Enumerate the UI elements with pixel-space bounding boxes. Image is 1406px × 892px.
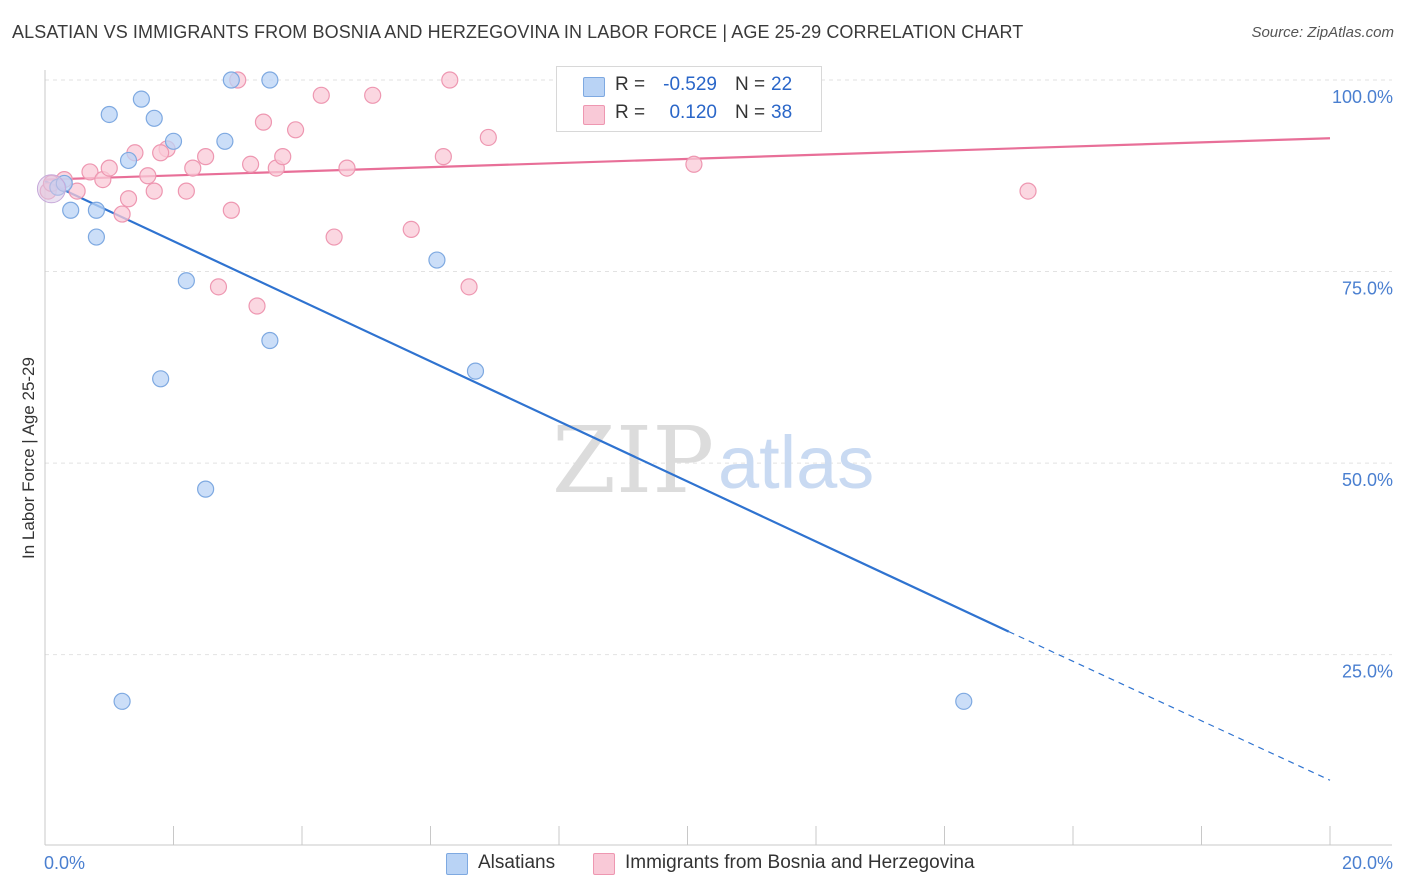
r-value: 0.120 (669, 102, 717, 123)
watermark-zip: ZIP (552, 407, 714, 514)
data-point (197, 148, 215, 166)
data-point (81, 163, 99, 181)
data-point (152, 144, 170, 162)
data-point (139, 167, 157, 185)
data-point (184, 159, 202, 177)
data-point (434, 148, 452, 166)
n-value: 22 (771, 74, 793, 95)
data-point (113, 205, 131, 223)
data-point (197, 480, 215, 498)
stats-row-bosnia: R = 0.120 N = 38 (557, 101, 821, 129)
legend-swatch-alsatians (446, 853, 468, 875)
data-points (36, 71, 1037, 710)
data-point (274, 148, 292, 166)
data-point (87, 228, 106, 246)
data-point (248, 297, 266, 315)
data-point (68, 182, 86, 200)
n-label: N = (735, 102, 766, 123)
data-point (164, 132, 183, 150)
legend-label: Alsatians (478, 852, 556, 873)
data-point (132, 90, 150, 108)
data-point (466, 362, 485, 380)
chart-title: ALSATIAN VS IMMIGRANTS FROM BOSNIA AND H… (12, 22, 1024, 42)
data-point (441, 71, 459, 89)
y-tick-label: 100.0% (1332, 87, 1393, 107)
source-credit: Source: ZipAtlas.com (1251, 24, 1394, 41)
x-tick-labels: 0.0% 20.0% (44, 853, 1393, 873)
data-point (325, 228, 343, 246)
data-point (177, 272, 195, 290)
data-point (177, 182, 195, 200)
data-point (119, 190, 138, 208)
data-point (261, 71, 279, 89)
data-point (364, 86, 382, 104)
data-point-cluster (36, 174, 66, 204)
data-point (460, 278, 478, 296)
data-point (113, 692, 131, 710)
data-point (254, 113, 273, 131)
data-point (286, 121, 305, 139)
stats-row-alsatians: R = -0.529 N = 22 (557, 73, 821, 101)
data-point (242, 155, 260, 173)
y-tick-label: 50.0% (1342, 470, 1393, 490)
data-point (100, 159, 118, 177)
legend-swatch-bosnia (593, 853, 615, 875)
data-point (216, 132, 234, 150)
data-point (145, 109, 163, 127)
correlation-stats-box: R = -0.529 N = 22 R = 0.120 N = 38 (556, 66, 822, 132)
chart-legend: Alsatians Immigrants from Bosnia and Her… (0, 852, 1406, 876)
x-tick-label: 20.0% (1342, 853, 1393, 873)
trend-line-alsatians (44, 180, 1010, 633)
r-label: R = (615, 102, 646, 123)
data-point (100, 105, 118, 124)
x-tick-label: 0.0% (44, 853, 85, 873)
data-point (955, 692, 973, 710)
data-point (479, 128, 497, 147)
data-point (402, 220, 420, 238)
legend-label: Immigrants from Bosnia and Herzegovina (625, 852, 975, 873)
data-point (222, 201, 240, 219)
data-point (338, 159, 356, 177)
data-point (145, 182, 163, 200)
y-tick-labels: 100.0% 75.0% 50.0% 25.0% (1332, 87, 1393, 682)
r-label: R = (615, 74, 646, 95)
r-value: -0.529 (663, 74, 717, 95)
y-tick-label: 25.0% (1342, 662, 1393, 682)
bosnia-swatch (583, 105, 605, 125)
data-point (1019, 182, 1037, 200)
data-point (62, 201, 80, 219)
data-point (222, 71, 240, 89)
n-label: N = (735, 74, 766, 95)
watermark-atlas: atlas (718, 421, 874, 504)
watermark: ZIP atlas (552, 407, 874, 514)
n-value: 38 (771, 102, 793, 123)
y-axis-label: In Labor Force | Age 25-29 (19, 357, 38, 559)
data-point (87, 201, 106, 219)
alsatians-swatch (583, 77, 605, 97)
data-point (261, 331, 279, 350)
data-point (152, 370, 170, 388)
y-tick-label: 75.0% (1342, 279, 1393, 299)
data-point (685, 155, 703, 173)
data-point (209, 278, 228, 296)
trend-line-extension (1008, 631, 1331, 781)
data-point (428, 251, 446, 269)
data-point (312, 86, 330, 104)
data-point (119, 151, 138, 170)
